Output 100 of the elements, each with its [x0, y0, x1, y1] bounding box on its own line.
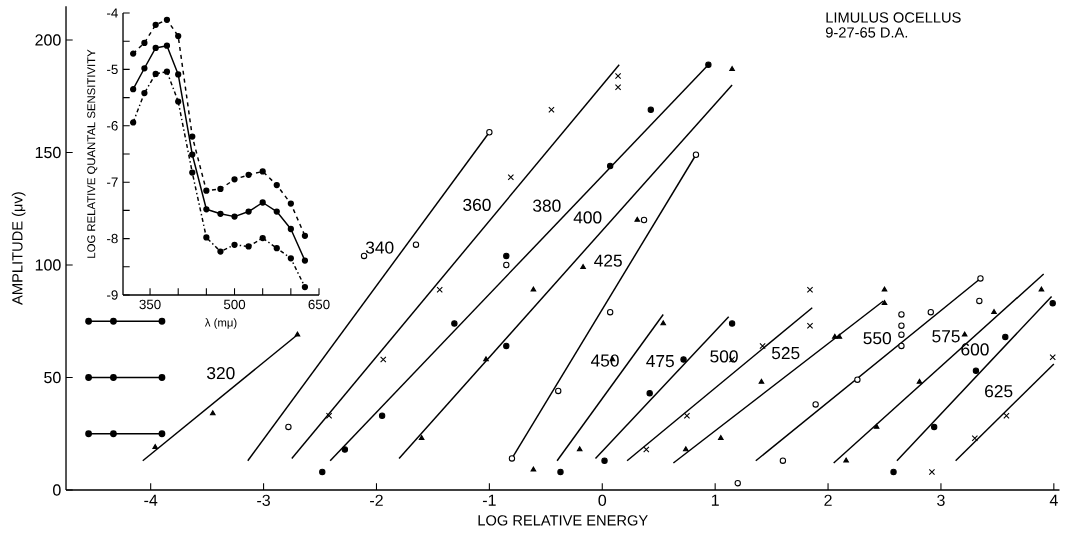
series-label: 380 — [533, 199, 561, 212]
point — [759, 342, 766, 350]
point — [85, 374, 92, 381]
point — [614, 84, 622, 91]
point — [503, 261, 510, 269]
x-tick-label: -1 — [482, 494, 496, 506]
point — [729, 66, 735, 72]
point — [483, 356, 489, 362]
x-tick-label: 350 — [139, 299, 161, 310]
x-tick-label: 3 — [937, 494, 945, 507]
point — [130, 50, 137, 57]
point — [680, 356, 687, 363]
point — [508, 455, 516, 462]
point — [418, 435, 425, 441]
series-label: 320 — [207, 366, 235, 380]
point — [503, 342, 510, 350]
point — [158, 374, 166, 381]
point — [734, 480, 741, 487]
point — [287, 225, 294, 233]
point — [1002, 333, 1009, 341]
point — [873, 423, 880, 429]
point — [717, 435, 724, 441]
point — [110, 430, 117, 438]
point — [991, 309, 997, 315]
point — [163, 68, 171, 75]
point — [301, 257, 309, 264]
point — [217, 185, 224, 193]
point — [557, 468, 564, 476]
y-axis-title: LOG RELATIVE QUANTAL SENSITIVITY — [87, 49, 98, 258]
point — [130, 119, 137, 126]
point — [898, 322, 905, 329]
point — [231, 241, 238, 248]
point — [209, 410, 216, 416]
point — [380, 356, 387, 363]
y-tick-label: 200 — [35, 34, 61, 46]
series-label: 340 — [365, 241, 394, 254]
point — [692, 151, 700, 158]
point — [175, 98, 182, 105]
point — [503, 252, 510, 260]
y-tick-label: -5 — [107, 64, 118, 75]
y-tick-label: -8 — [107, 233, 118, 244]
point — [646, 390, 653, 397]
point — [152, 44, 159, 52]
point — [325, 412, 333, 419]
point — [728, 320, 736, 327]
x-tick-label: -4 — [144, 494, 158, 506]
x-tick-label: 1 — [711, 494, 719, 506]
point — [189, 133, 196, 140]
point — [319, 468, 326, 476]
point — [163, 42, 171, 49]
point — [152, 70, 159, 78]
y-tick-label: 100 — [35, 259, 61, 271]
point — [259, 199, 266, 206]
point — [110, 374, 117, 381]
point — [1038, 286, 1045, 292]
point — [898, 342, 905, 350]
point — [898, 311, 905, 318]
point — [231, 213, 238, 220]
point — [273, 245, 280, 252]
point — [854, 376, 861, 383]
x-tick-label: 500 — [223, 299, 246, 310]
point — [301, 283, 309, 291]
point — [301, 232, 309, 239]
point — [245, 243, 252, 250]
point — [640, 216, 648, 224]
point — [779, 457, 787, 464]
point — [643, 446, 650, 453]
annotation: 9-27-65 D.A. — [825, 27, 908, 38]
annotation: LIMULUS OCELLUS — [826, 12, 961, 23]
x-tick-label: 4 — [1049, 494, 1058, 506]
point — [806, 286, 814, 293]
point — [601, 457, 608, 464]
point — [580, 264, 586, 270]
point — [606, 162, 614, 170]
series-label: 360 — [463, 198, 491, 211]
series-label: 450 — [590, 354, 619, 367]
x-tick-label: 0 — [598, 494, 607, 507]
point — [175, 71, 182, 78]
point — [976, 297, 983, 305]
point — [412, 241, 420, 248]
point — [606, 309, 614, 316]
series-label: 500 — [710, 350, 738, 363]
series-label: 475 — [646, 355, 674, 368]
point — [141, 89, 148, 97]
point — [294, 331, 301, 337]
point — [647, 106, 655, 113]
point — [548, 106, 555, 113]
point — [203, 206, 210, 213]
point — [930, 423, 938, 431]
point — [287, 200, 294, 207]
point — [341, 446, 349, 453]
point — [152, 444, 159, 450]
series-label: 625 — [985, 385, 1013, 398]
x-tick-label: 2 — [824, 494, 832, 506]
point — [660, 320, 667, 326]
point — [683, 412, 691, 419]
point — [881, 286, 888, 292]
point — [843, 457, 849, 463]
point — [158, 430, 166, 438]
point — [130, 86, 137, 93]
